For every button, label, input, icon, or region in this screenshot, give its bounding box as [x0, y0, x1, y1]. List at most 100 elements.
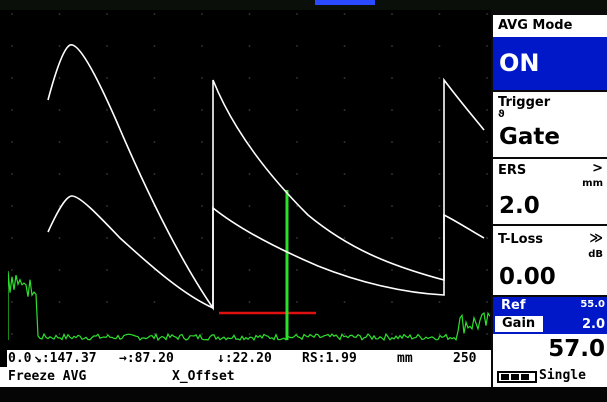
grid-dot: [106, 173, 108, 175]
grid-dot: [153, 13, 156, 15]
grid-dot: [486, 333, 488, 335]
trigger-value: Gate: [499, 124, 560, 150]
grid-dot: [486, 13, 488, 15]
grid-dot: [153, 301, 156, 303]
grid-dot: [11, 333, 13, 335]
grid-dot: [438, 173, 441, 175]
acquisition-status-box: Single: [493, 367, 607, 387]
grid-dot: [438, 77, 441, 79]
grid-dot: [58, 237, 61, 239]
tloss-box[interactable]: T-Loss ≫ dB 0.00: [493, 226, 607, 295]
grid-dot: [486, 237, 488, 239]
grid-dot: [438, 109, 441, 111]
grid-dot: [296, 173, 298, 175]
softkey-row: Freeze AVG X_Offset: [0, 367, 607, 387]
grid-dot: [391, 333, 393, 335]
grid-dot: [11, 13, 13, 15]
grid-dot: [201, 109, 203, 111]
grid-dot: [106, 333, 108, 335]
trigger-box[interactable]: Trigger ϑ Gate: [493, 92, 607, 157]
top-indicator: [315, 0, 375, 5]
a-scan-svg: [8, 13, 490, 342]
trigger-label: Trigger: [498, 95, 551, 110]
grid-dot: [58, 13, 61, 15]
grid-dot: [58, 45, 61, 47]
lower-avg-curve: [47, 195, 485, 310]
axis-start-label: 0.0: [8, 351, 32, 366]
gain-label-box: Gain: [495, 316, 543, 332]
sound-path-readout: ↘:147.37: [34, 351, 97, 366]
grid-dot: [343, 13, 346, 15]
grid-dot: [248, 269, 251, 271]
avg-mode-box[interactable]: AVG Mode ON: [493, 15, 607, 90]
grid-dot: [391, 45, 393, 47]
grid-dot: [248, 109, 251, 111]
ref-gain-box[interactable]: Ref 55.0 Gain 2.0 57.0: [493, 297, 607, 367]
tloss-arrow-icon: ≫: [589, 231, 603, 246]
grid-dot: [106, 205, 108, 207]
grid-dot: [391, 77, 393, 79]
grid-dot: [343, 301, 346, 303]
grid-dot: [201, 45, 203, 47]
grid-dot: [106, 141, 108, 143]
avg-mode-label: AVG Mode: [498, 18, 573, 33]
grid-dot: [391, 301, 393, 303]
grid-dot: [201, 269, 203, 271]
grid-dot: [486, 269, 488, 271]
avg-mode-value-field[interactable]: ON: [493, 37, 607, 90]
grid-dot: [438, 237, 441, 239]
gain-label: Gain: [502, 316, 536, 331]
noise-trace: [8, 270, 490, 342]
grid-dot: [296, 141, 298, 143]
unit-label: mm: [397, 351, 413, 366]
tloss-label: T-Loss: [498, 232, 544, 247]
grid-dot: [106, 237, 108, 239]
projection-readout: →:87.20: [119, 351, 174, 366]
ers-arrow-icon: >: [592, 161, 603, 176]
grid-dot: [11, 45, 13, 47]
ref-label: Ref: [501, 298, 526, 313]
grid-dot: [486, 301, 488, 303]
freeze-avg-softkey[interactable]: Freeze AVG: [8, 369, 87, 384]
grid-dot: [296, 77, 298, 79]
grid-dot: [296, 109, 298, 111]
grid-dot: [11, 77, 13, 79]
grid-dot: [106, 13, 108, 15]
x-offset-softkey[interactable]: X_Offset: [172, 369, 235, 384]
grid-dot: [343, 333, 346, 335]
grid-dot: [296, 269, 298, 271]
grid-dot: [11, 141, 13, 143]
grid-dot: [343, 269, 346, 271]
grid-dot: [153, 109, 156, 111]
grid-dot: [486, 109, 488, 111]
ref-value: 55.0: [580, 299, 605, 310]
noise-floor: [8, 270, 490, 342]
acquisition-mode: Single: [539, 368, 586, 383]
grid-dot: [106, 77, 108, 79]
ers-box[interactable]: ERS > mm 2.0: [493, 159, 607, 224]
grid-dot: [201, 77, 203, 79]
parameter-panel: AVG Mode ON Trigger ϑ Gate ERS > mm 2.0 …: [491, 10, 607, 387]
grid-dot: [486, 77, 488, 79]
ref-header: Ref 55.0: [493, 297, 607, 314]
grid-dot: [106, 109, 108, 111]
grid-dot: [296, 45, 298, 47]
grid-dot: [201, 205, 203, 207]
grid-dot: [391, 109, 393, 111]
grid-dot: [153, 77, 156, 79]
grid-dot: [438, 301, 441, 303]
grid-dot: [201, 173, 203, 175]
ers-unit: mm: [582, 178, 603, 189]
depth-readout: ↓:22.20: [217, 351, 272, 366]
grid-dot: [296, 205, 298, 207]
grid-dot: [11, 109, 13, 111]
grid-dot: [391, 269, 393, 271]
grid-dots: [11, 13, 488, 335]
grid-dot: [153, 173, 156, 175]
grid-dot: [11, 173, 13, 175]
grid-dot: [486, 173, 488, 175]
grid-dot: [11, 269, 13, 271]
gain-strip: Gain 2.0: [493, 314, 607, 334]
grid-dot: [343, 173, 346, 175]
grid-dot: [248, 173, 251, 175]
